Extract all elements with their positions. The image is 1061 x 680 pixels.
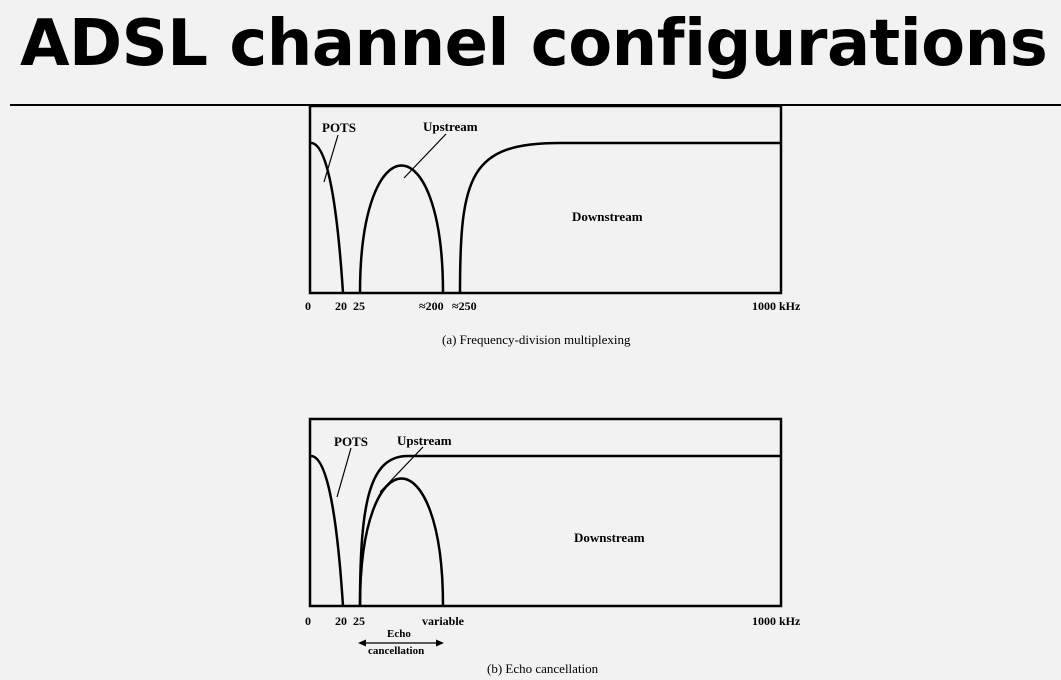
diagram-a-tick-25: 25 — [353, 299, 365, 313]
diagram-a-caption: (a) Frequency-division multiplexing — [442, 332, 631, 347]
diagram-a-frame — [308, 104, 783, 295]
diagram-b-frame — [308, 417, 783, 608]
diagram-b-tick-20: 20 — [335, 614, 347, 628]
diagram-a-tick-250: ≈250 — [452, 299, 477, 313]
diagram-a-pots-label: POTS — [322, 120, 356, 135]
diagram-b-downstream-curve — [358, 454, 781, 607]
diagram-b: POTS Upstream Downstream 0 20 25 variabl… — [305, 417, 801, 676]
diagram-b-tick-25: 25 — [353, 614, 365, 628]
slide-title: ADSL channel configurations — [20, 7, 1048, 81]
echo-cancellation-arrow-left-head — [358, 639, 366, 647]
diagram-b-downstream-label: Downstream — [574, 530, 645, 545]
diagram-a-pots-pointer — [323, 134, 339, 183]
diagram-a: POTS Upstream Downstream 0 20 25 ≈200 ≈2… — [305, 104, 801, 347]
diagram-a-upstream-curve — [358, 164, 445, 294]
diagram-b-upstream-curve — [358, 477, 445, 607]
echo-cancellation-arrow-right-head — [436, 639, 444, 647]
diagram-b-tick-variable: variable — [422, 614, 465, 628]
diagram-a-tick-0: 0 — [305, 299, 311, 313]
diagram-b-upstream-pointer — [379, 446, 424, 493]
diagram-a-pots-curve — [309, 141, 345, 294]
diagram-a-tick-20: 20 — [335, 299, 347, 313]
echo-cancellation-label-line2: cancellation — [368, 645, 424, 657]
diagram-a-downstream-label: Downstream — [572, 209, 643, 224]
diagram-a-downstream-curve — [458, 141, 781, 294]
diagram-b-tick-0: 0 — [305, 614, 311, 628]
diagram-b-pots-label: POTS — [334, 434, 368, 449]
diagram-a-upstream-pointer — [403, 133, 447, 179]
diagram-a-upstream-label: Upstream — [423, 119, 478, 134]
diagram-b-pots-pointer — [336, 447, 352, 498]
diagram-b-caption: (b) Echo cancellation — [487, 661, 599, 676]
diagram-a-tick-1000: 1000 kHz — [752, 299, 801, 313]
diagram-a-tick-200: ≈200 — [419, 299, 444, 313]
echo-cancellation-label-line1: Echo — [387, 628, 411, 640]
diagram-b-upstream-label: Upstream — [397, 433, 452, 448]
diagram-b-pots-curve — [309, 454, 345, 607]
diagram-b-tick-1000: 1000 kHz — [752, 614, 801, 628]
